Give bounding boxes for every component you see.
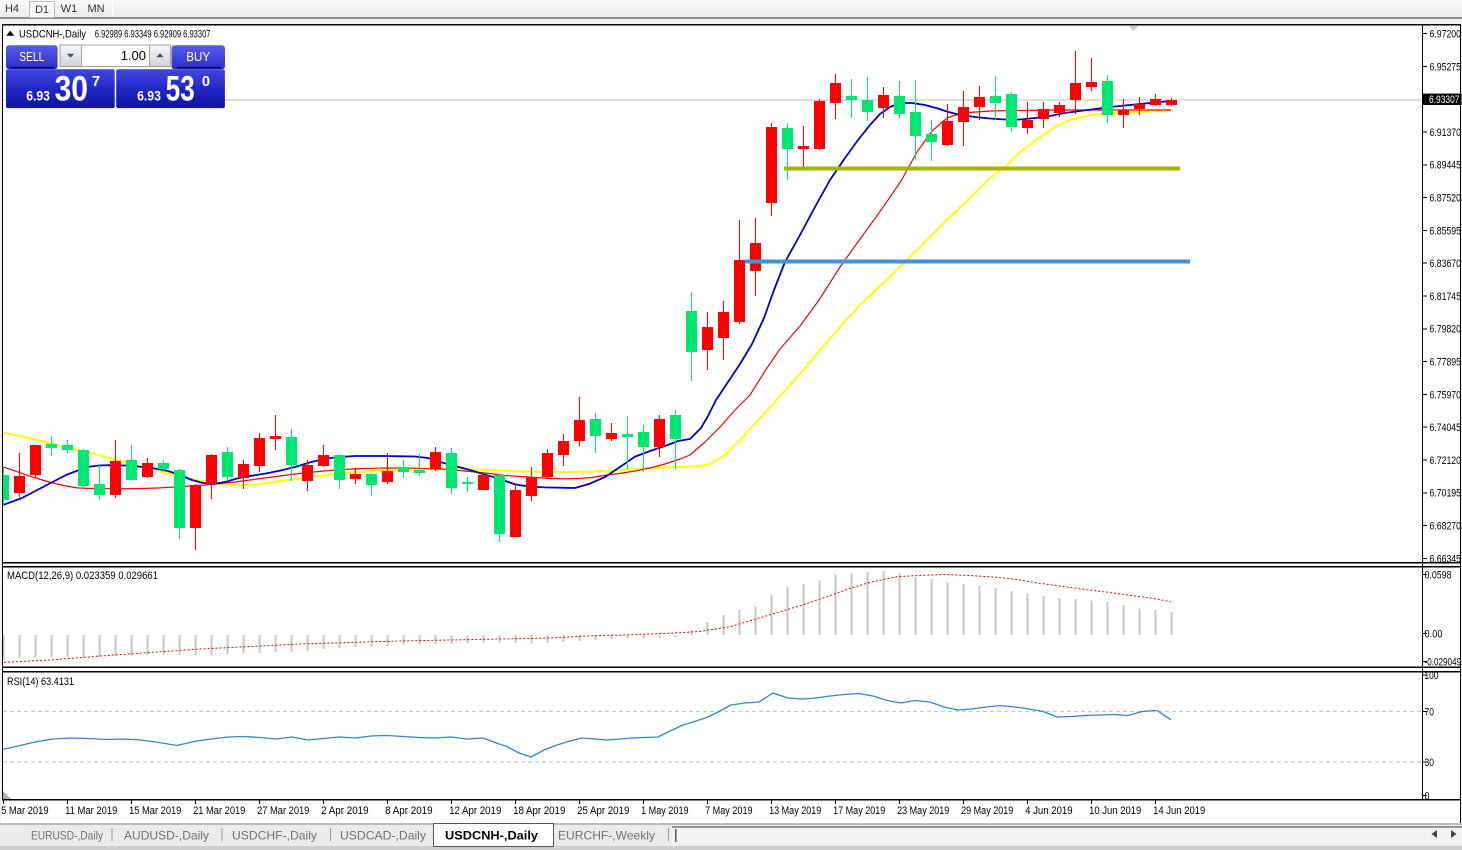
- svg-text:MACD(12,26,9) 0.023359 0.02966: MACD(12,26,9) 0.023359 0.029661: [7, 570, 158, 582]
- svg-text:5 Mar 2019: 5 Mar 2019: [1, 805, 49, 817]
- svg-text:6.91370: 6.91370: [1430, 127, 1462, 139]
- svg-text:6.68270: 6.68270: [1430, 521, 1462, 533]
- svg-text:6.72120: 6.72120: [1430, 455, 1462, 467]
- svg-text:0.00: 0.00: [1425, 628, 1443, 640]
- svg-text:USDCNH-,Daily: USDCNH-,Daily: [19, 29, 86, 41]
- svg-text:0.0598: 0.0598: [1425, 569, 1452, 581]
- svg-text:12 Apr 2019: 12 Apr 2019: [449, 805, 501, 817]
- svg-text:7 May 2019: 7 May 2019: [705, 805, 753, 817]
- svg-text:6.66345: 6.66345: [1430, 553, 1462, 565]
- svg-text:15 Mar 2019: 15 Mar 2019: [129, 805, 181, 817]
- svg-text:EURUSD-,Daily: EURUSD-,Daily: [31, 829, 103, 843]
- svg-text:USDCHF-,Daily: USDCHF-,Daily: [232, 829, 317, 843]
- svg-text:100: 100: [1425, 670, 1439, 682]
- svg-text:10 Jun 2019: 10 Jun 2019: [1089, 805, 1141, 817]
- svg-text:18 Apr 2019: 18 Apr 2019: [513, 805, 565, 817]
- svg-text:1.00: 1.00: [121, 48, 146, 63]
- svg-text:7: 7: [92, 74, 100, 90]
- svg-text:27 Mar 2019: 27 Mar 2019: [257, 805, 309, 817]
- svg-text:EURCHF-,Weekly: EURCHF-,Weekly: [558, 829, 655, 843]
- svg-text:6.79820: 6.79820: [1430, 324, 1462, 336]
- svg-text:RSI(14) 63.4131: RSI(14) 63.4131: [7, 676, 74, 688]
- svg-text:4 Jun 2019: 4 Jun 2019: [1025, 805, 1073, 817]
- svg-text:6.93: 6.93: [137, 88, 161, 103]
- svg-text:6.85595: 6.85595: [1430, 225, 1462, 237]
- svg-text:53: 53: [166, 70, 195, 109]
- svg-text:6.81745: 6.81745: [1430, 291, 1462, 303]
- svg-text:23 May 2019: 23 May 2019: [897, 805, 949, 817]
- svg-text:6.87520: 6.87520: [1430, 193, 1462, 205]
- svg-text:17 May 2019: 17 May 2019: [833, 805, 885, 817]
- svg-text:6.77895: 6.77895: [1430, 357, 1462, 369]
- svg-text:11 Mar 2019: 11 Mar 2019: [65, 805, 117, 817]
- svg-text:2 Apr 2019: 2 Apr 2019: [321, 805, 369, 817]
- svg-text:0: 0: [202, 74, 210, 90]
- svg-text:25 Apr 2019: 25 Apr 2019: [577, 805, 629, 817]
- svg-text:6.95275: 6.95275: [1430, 61, 1462, 73]
- svg-text:30: 30: [55, 70, 88, 109]
- svg-text:6.93307: 6.93307: [1429, 94, 1460, 106]
- svg-text:13 May 2019: 13 May 2019: [769, 805, 821, 817]
- svg-text:8 Apr 2019: 8 Apr 2019: [385, 805, 433, 817]
- svg-text:6.97200: 6.97200: [1430, 29, 1462, 41]
- svg-text:USDCAD-,Daily: USDCAD-,Daily: [340, 829, 426, 843]
- svg-text:6.89445: 6.89445: [1430, 160, 1462, 172]
- svg-text:6.93: 6.93: [26, 88, 50, 103]
- svg-text:70: 70: [1425, 706, 1435, 718]
- svg-text:14 Jun 2019: 14 Jun 2019: [1153, 805, 1205, 817]
- svg-text:30: 30: [1425, 757, 1435, 769]
- svg-text:BUY: BUY: [186, 50, 211, 64]
- svg-text:29 May 2019: 29 May 2019: [961, 805, 1013, 817]
- svg-text:6.75970: 6.75970: [1430, 389, 1462, 401]
- svg-text:USDCNH-,Daily: USDCNH-,Daily: [445, 829, 538, 843]
- svg-text:1 May 2019: 1 May 2019: [641, 805, 689, 817]
- svg-text:AUDUSD-,Daily: AUDUSD-,Daily: [124, 829, 209, 843]
- svg-text:6.74045: 6.74045: [1430, 422, 1462, 434]
- svg-text:6.92989 6.93349 6.92909 6.9330: 6.92989 6.93349 6.92909 6.93307: [95, 29, 211, 41]
- svg-text:6.83670: 6.83670: [1430, 258, 1462, 270]
- svg-text:21 Mar 2019: 21 Mar 2019: [193, 805, 245, 817]
- svg-text:0: 0: [1425, 790, 1430, 802]
- svg-text:SELL: SELL: [19, 50, 44, 64]
- svg-text:6.70195: 6.70195: [1430, 488, 1462, 500]
- svg-text:-0.029049: -0.029049: [1425, 656, 1462, 668]
